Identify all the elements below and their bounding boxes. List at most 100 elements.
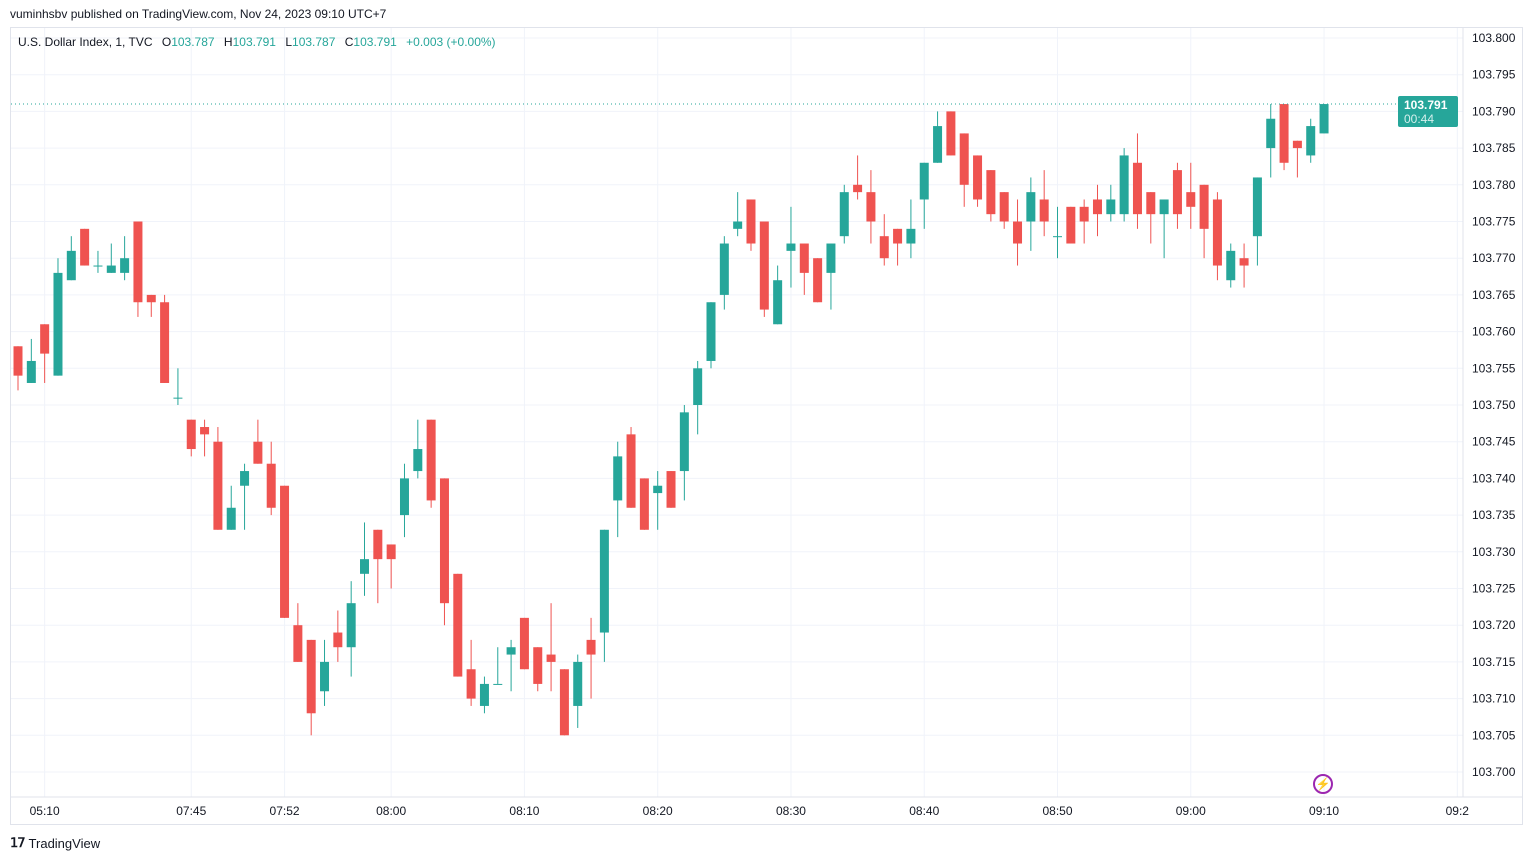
- candle: [66, 236, 76, 281]
- candle-body: [160, 302, 170, 383]
- tradingview-footer[interactable]: 𝟣𝟩 TradingView: [10, 835, 100, 851]
- candle: [586, 617, 596, 699]
- candle-body: [133, 221, 143, 303]
- price-tick-label: 103.740: [1472, 471, 1516, 485]
- candle-body: [1146, 192, 1156, 215]
- candle: [320, 639, 330, 706]
- candle: [93, 250, 103, 273]
- candle: [1106, 184, 1116, 222]
- price-tick-label: 103.705: [1472, 728, 1516, 742]
- price-tick-label: 103.790: [1472, 104, 1516, 118]
- candle-body: [333, 632, 343, 648]
- candle-body: [906, 228, 916, 244]
- candle-body: [933, 126, 943, 163]
- candles: [13, 104, 1329, 736]
- candle-body: [1092, 199, 1102, 215]
- candle: [879, 214, 889, 266]
- candle-body: [373, 529, 383, 560]
- candle: [653, 471, 663, 530]
- candle-body: [26, 360, 36, 383]
- candle-body: [613, 456, 623, 501]
- candle: [200, 419, 210, 457]
- candle: [120, 236, 130, 281]
- candle-body: [146, 294, 156, 303]
- candle: [1292, 140, 1302, 178]
- candle: [1212, 192, 1222, 281]
- candle-body: [999, 192, 1009, 222]
- candle: [1172, 162, 1182, 229]
- candle-body: [453, 573, 463, 677]
- candle-body: [320, 661, 330, 692]
- candle-body: [693, 368, 703, 405]
- lightning-icon[interactable]: ⚡: [1313, 774, 1333, 794]
- candle: [1066, 206, 1076, 244]
- candle-body: [959, 133, 969, 185]
- candle: [1199, 184, 1209, 259]
- candle-body: [773, 280, 783, 325]
- candle: [373, 529, 383, 604]
- candle: [133, 221, 143, 317]
- candle: [106, 243, 116, 273]
- candle: [759, 221, 769, 317]
- candle: [1159, 199, 1169, 259]
- candle-body: [559, 669, 569, 736]
- price-tick-label: 103.720: [1472, 618, 1516, 632]
- candle-body: [1279, 104, 1289, 163]
- candle-body: [573, 661, 583, 706]
- candle: [813, 258, 823, 303]
- candle-body: [946, 111, 956, 156]
- price-tick-label: 103.735: [1472, 508, 1516, 522]
- candle-body: [413, 449, 423, 472]
- candle-body: [866, 192, 876, 222]
- candle-body: [266, 463, 276, 508]
- candle: [439, 478, 449, 626]
- candle: [959, 133, 969, 207]
- candle: [40, 324, 50, 383]
- candle-body: [1199, 184, 1209, 229]
- candle-body: [813, 258, 823, 303]
- candle-body: [493, 683, 503, 685]
- candle: [1306, 118, 1316, 163]
- candle-body: [93, 265, 103, 267]
- high-label: H: [223, 35, 233, 49]
- candle-body: [639, 478, 649, 530]
- candle-body: [653, 485, 663, 494]
- candle: [799, 243, 809, 295]
- chart-frame: [10, 27, 1523, 825]
- candle-body: [893, 228, 903, 244]
- candle: [266, 441, 276, 516]
- candle: [893, 228, 903, 266]
- time-tick-label: 09:00: [1176, 804, 1206, 818]
- candle: [719, 236, 729, 310]
- candle-body: [973, 155, 983, 200]
- candle: [733, 192, 743, 237]
- time-tick-label: 09:2: [1446, 804, 1470, 818]
- time-tick-label: 08:40: [909, 804, 939, 818]
- candle: [1132, 133, 1142, 229]
- candle: [53, 258, 63, 376]
- candle: [386, 544, 396, 589]
- price-tick-label: 103.800: [1472, 31, 1516, 45]
- candle: [226, 485, 236, 530]
- price-tick-label: 103.775: [1472, 215, 1516, 229]
- close-label: C: [344, 35, 354, 49]
- candle: [1026, 177, 1036, 251]
- time-tick-label: 07:45: [176, 804, 206, 818]
- price-tick-label: 103.710: [1472, 692, 1516, 706]
- candle: [346, 581, 356, 677]
- candle: [1279, 104, 1289, 171]
- time-tick-label: 08:20: [643, 804, 673, 818]
- candle: [333, 610, 343, 662]
- candle: [399, 463, 409, 538]
- candle-body: [1172, 170, 1182, 215]
- bar-countdown: 00:44: [1404, 112, 1435, 126]
- candle: [80, 228, 90, 266]
- price-tick-label: 103.765: [1472, 288, 1516, 302]
- candle: [573, 654, 583, 728]
- time-tick-label: 09:10: [1309, 804, 1339, 818]
- brand-name: TradingView: [28, 835, 101, 851]
- candle-body: [186, 419, 196, 450]
- candle-body: [799, 243, 809, 273]
- high-value: 103.791: [232, 35, 276, 49]
